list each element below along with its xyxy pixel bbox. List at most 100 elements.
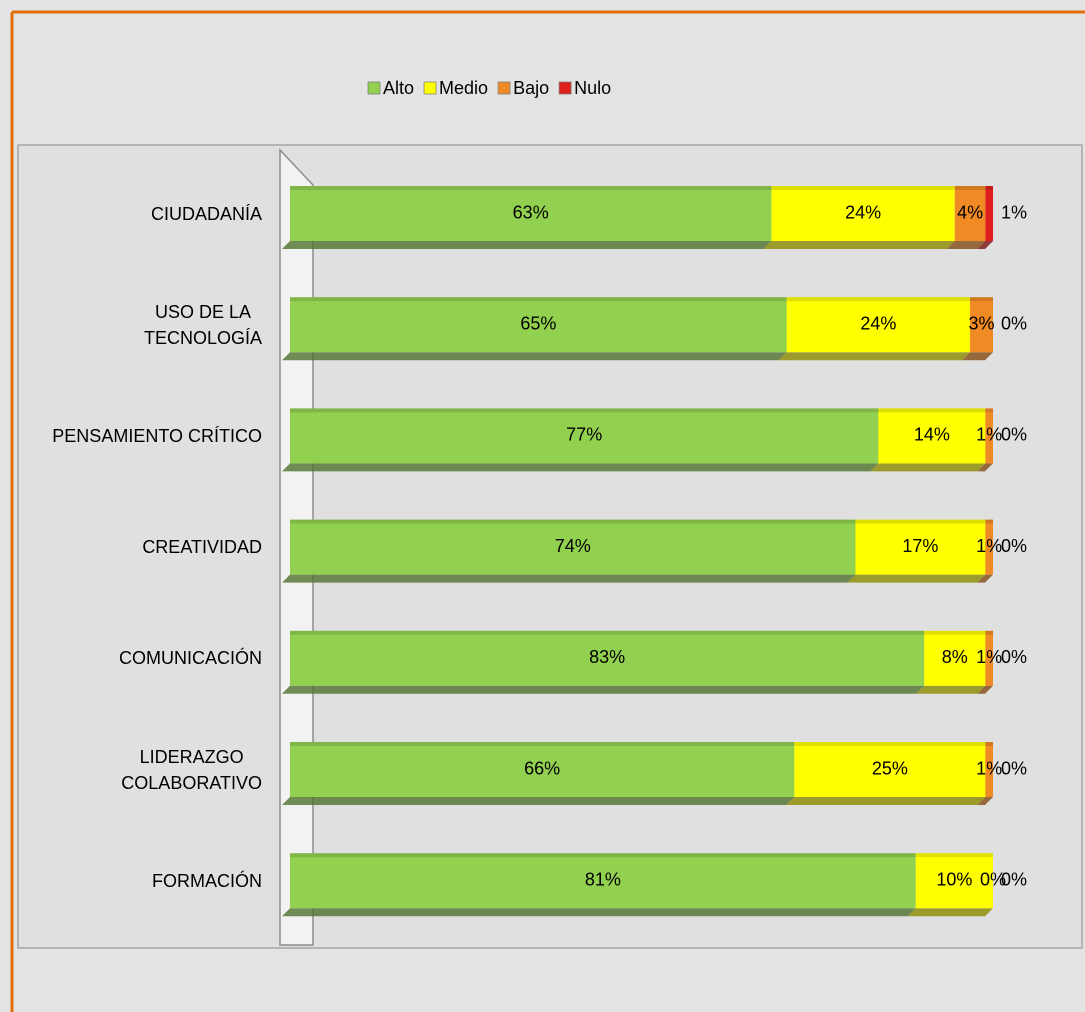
bar-segment <box>878 408 986 464</box>
bar-highlight <box>985 630 993 635</box>
bar-depth <box>977 241 993 249</box>
bar-depth <box>916 685 986 694</box>
bar-segment <box>771 186 955 241</box>
bar-depth <box>977 574 993 583</box>
category-label: PENSAMIENTO CRÍTICO <box>52 425 262 446</box>
bar-depth <box>282 685 925 694</box>
category-label: LIDERAZGO COLABORATIVO <box>121 746 262 793</box>
bar-segment <box>290 186 772 241</box>
bar-depth <box>977 797 993 805</box>
data-label: 65% <box>520 313 556 333</box>
bar-highlight <box>985 408 993 413</box>
category-label: FORMACIÓN <box>152 870 262 891</box>
bar-highlight <box>855 519 986 524</box>
bar-highlight <box>786 297 971 302</box>
data-label: 4% <box>957 202 983 222</box>
data-label: 0% <box>980 869 1006 889</box>
data-label: 1% <box>976 425 1002 445</box>
legend-label: Alto <box>383 78 414 98</box>
bar-depth <box>847 574 986 583</box>
bar-depth <box>282 463 879 472</box>
bar-highlight <box>970 297 993 302</box>
data-label: 14% <box>914 425 950 445</box>
data-label: 1% <box>976 647 1002 667</box>
bar-segment <box>924 630 986 686</box>
bar-depth <box>946 241 986 249</box>
bar-segment <box>786 297 971 353</box>
data-label: 0% <box>1001 758 1027 778</box>
bar-segment <box>985 186 993 241</box>
data-label: 1% <box>1001 202 1027 222</box>
data-label: 0% <box>1001 536 1027 556</box>
bar-segment <box>985 519 993 575</box>
data-label: 81% <box>585 869 621 889</box>
category-label: USO DE LA TECNOLOGÍA <box>143 301 262 348</box>
data-label: 83% <box>589 647 625 667</box>
bar-depth <box>962 352 993 361</box>
data-label: 0% <box>1001 425 1027 445</box>
data-label: 24% <box>860 313 896 333</box>
bar-segment <box>985 408 993 464</box>
legend-label: Nulo <box>574 78 611 98</box>
bar-highlight <box>985 519 993 524</box>
legend-swatch <box>423 81 437 95</box>
bar-segment <box>855 519 986 575</box>
bar-segment <box>970 297 993 353</box>
bar-highlight <box>290 297 787 302</box>
legend-swatch <box>558 81 572 95</box>
bar-highlight <box>290 742 795 746</box>
bar-segment <box>290 408 879 464</box>
bar-highlight <box>290 186 772 190</box>
legend-swatch <box>497 81 511 95</box>
data-label: 0% <box>1001 647 1027 667</box>
bar-depth <box>778 352 971 361</box>
data-label: 3% <box>969 313 995 333</box>
data-label: 25% <box>872 758 908 778</box>
data-label: 0% <box>1001 869 1027 889</box>
bar-highlight <box>985 742 993 746</box>
bar-highlight <box>915 853 993 858</box>
bar-highlight <box>290 519 856 524</box>
bar-highlight <box>985 186 993 190</box>
bar-depth <box>282 797 795 805</box>
bar-segment <box>290 630 925 686</box>
bar-depth <box>282 352 787 361</box>
bar-highlight <box>794 742 986 746</box>
bar-segment <box>954 186 986 241</box>
bar-highlight <box>290 853 916 858</box>
bar-highlight <box>878 408 986 413</box>
bar-segment <box>915 853 993 909</box>
bar-depth <box>763 241 955 249</box>
bar-depth <box>977 463 993 472</box>
data-label: 8% <box>942 647 968 667</box>
bar-highlight <box>954 186 986 190</box>
category-label: CREATIVIDAD <box>142 537 262 558</box>
bar-segment <box>985 630 993 686</box>
data-label: 74% <box>555 536 591 556</box>
bar-depth <box>282 241 772 249</box>
data-label: 77% <box>566 425 602 445</box>
category-label: COMUNICACIÓN <box>119 648 262 669</box>
bar-depth <box>907 908 993 917</box>
bar-segment <box>290 297 787 353</box>
bar-segment <box>290 742 795 797</box>
bar-highlight <box>924 630 986 635</box>
category-label: CIUDADANÍA <box>150 203 262 224</box>
data-label: 63% <box>513 202 549 222</box>
bar-depth <box>870 463 986 472</box>
bar-depth <box>786 797 986 805</box>
bar-segment <box>290 853 916 909</box>
bar-segment <box>290 519 856 575</box>
data-label: 66% <box>524 758 560 778</box>
bar-highlight <box>290 408 879 413</box>
bar-segment <box>794 742 986 797</box>
bar-highlight <box>290 630 925 635</box>
bar-depth <box>282 574 856 583</box>
legend-label: Bajo <box>513 78 549 98</box>
data-label: 24% <box>845 202 881 222</box>
legend-label: Medio <box>439 78 488 98</box>
bar-depth <box>977 685 993 694</box>
data-label: 10% <box>936 869 972 889</box>
